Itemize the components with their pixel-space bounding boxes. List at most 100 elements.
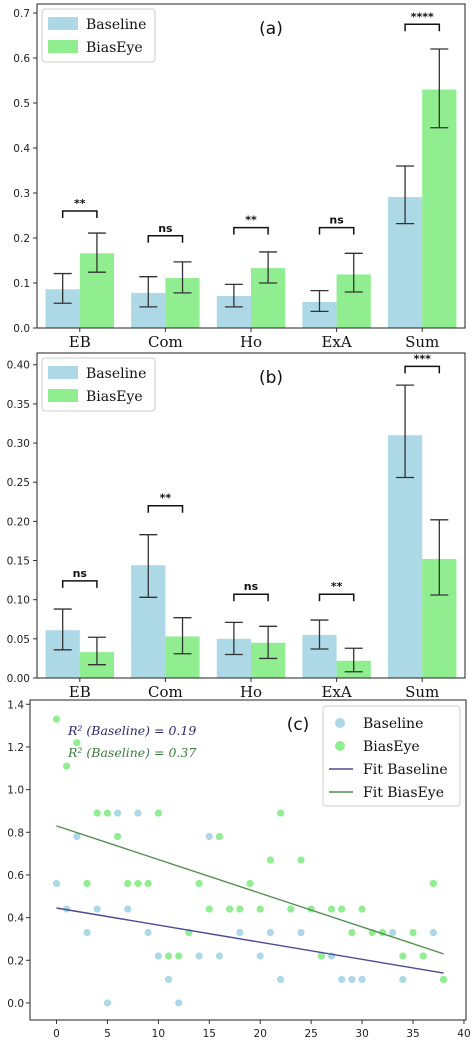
panel-c-xtick-label: 0 <box>53 1028 60 1040</box>
panel-c-point-biaseye <box>215 832 224 841</box>
panel-c-point-biaseye <box>205 905 213 913</box>
panel-c-point-baseline <box>52 879 61 888</box>
panel-c-legend-label: BiasEye <box>363 739 420 755</box>
panel-c-point-baseline <box>134 809 142 817</box>
panel-c-legend-label: Baseline <box>363 716 423 732</box>
panel-b-significance-label: *** <box>414 352 432 365</box>
panel-b-significance-bracket <box>233 593 269 602</box>
panel-c-point-biaseye <box>297 856 305 864</box>
panel-b-legend-swatch <box>48 366 78 379</box>
panel-c-point-biaseye <box>287 905 295 913</box>
panel-b-legend-swatch <box>48 389 78 402</box>
panel-c-xtick-label: 10 <box>152 1028 165 1040</box>
panel-c-point-baseline <box>83 928 91 937</box>
panel-c-point-baseline <box>338 975 346 984</box>
panel-a-xtick-label-eb: EB <box>69 333 91 351</box>
panel-b-axes-frame <box>36 352 466 679</box>
panel-c-point-baseline <box>154 952 162 960</box>
panel-b-xtick-label-exa: ExA <box>321 683 351 701</box>
panel-a-xtick-label-com: Com <box>148 333 183 351</box>
panel-b-significance-label: ** <box>331 580 343 593</box>
panel-a-bar-chart: 0.0 0.1 0.2 0.3 0.4 0.5 0.6 0.7 EB Com Ho ExA Sum ** n… <box>13 3 466 351</box>
panel-a-ytick-label: 0.0 <box>13 323 30 335</box>
panel-c-point-biaseye <box>348 928 356 937</box>
panel-a-significance-bracket <box>147 235 184 243</box>
panel-a-xtick-label-sum: Sum <box>405 333 439 351</box>
panel-a-ytick-label: 0.1 <box>13 278 30 290</box>
panel-b-xtick-label-ho: Ho <box>240 683 262 701</box>
panel-c-point-biaseye <box>419 952 427 960</box>
panel-a-significance-label: ns <box>329 214 344 227</box>
panel-a-ytick-label: 0.3 <box>13 188 30 200</box>
panel-c-point-biaseye <box>358 905 366 913</box>
panel-c-point-baseline <box>93 905 101 913</box>
panel-c-point-biaseye <box>256 905 264 913</box>
panel-c-axes-frame <box>29 699 467 1021</box>
panel-a-significance-label: ns <box>158 222 173 235</box>
panel-b-panel-label: (b) <box>259 368 283 388</box>
panel-b-ytick-label: 0.35 <box>7 399 30 411</box>
panel-b-legend-label: BiasEye <box>86 389 143 405</box>
panel-a-ytick-label: 0.7 <box>13 8 30 20</box>
panel-c-ytick-label: 0.0 <box>7 998 24 1010</box>
panel-c-point-biaseye <box>154 809 162 817</box>
panel-c-point-biaseye <box>175 952 183 960</box>
panel-c-xtick-label: 40 <box>457 1028 470 1040</box>
panel-c-point-biaseye <box>195 879 203 888</box>
panel-c-point-biaseye <box>317 952 325 960</box>
panel-c-point-biaseye <box>63 762 71 770</box>
panel-a-significance-bracket <box>404 23 441 32</box>
panel-a-significance-bracket <box>233 226 269 235</box>
panel-c-point-biaseye <box>266 856 275 864</box>
panel-c-point-biaseye <box>327 905 336 913</box>
panel-b-legend-label: Baseline <box>86 366 146 382</box>
panel-c-ytick-label: 1.0 <box>7 785 24 797</box>
panel-c-xtick-label: 20 <box>254 1028 267 1040</box>
panel-c-r2-biaseye-annotation: R² (Baseline) = 0.37 <box>67 745 196 760</box>
panel-c-point-baseline <box>215 952 224 960</box>
panel-a-legend-swatch <box>48 17 78 30</box>
panel-c-point-biaseye <box>134 879 142 888</box>
panel-a-legend-label: Baseline <box>86 17 146 33</box>
panel-b-ytick-label: 0.05 <box>7 634 30 646</box>
panel-c-point-baseline <box>164 975 173 984</box>
panel-c-point-baseline <box>103 999 112 1007</box>
panel-a-ytick-label: 0.6 <box>13 53 30 65</box>
panel-c-legend-label: Fit Baseline <box>363 762 448 778</box>
panel-a-ytick-label: 0.2 <box>13 233 30 245</box>
panel-a-significance-label: ** <box>74 197 86 210</box>
panel-c-point-biaseye <box>338 905 346 913</box>
panel-a-panel-label: (a) <box>259 19 283 39</box>
panel-c-point-baseline <box>256 952 264 960</box>
panel-c-ytick-label: 0.8 <box>7 827 24 839</box>
panel-a-significance-bracket <box>318 226 355 235</box>
panel-c-point-baseline <box>73 832 81 841</box>
panel-b-ytick-label: 0.40 <box>7 360 30 372</box>
panel-c-ytick-label: 0.4 <box>7 913 24 925</box>
panel-b-ytick-label: 0.25 <box>7 477 30 489</box>
panel-b-significance-label: ns <box>73 567 88 580</box>
panel-c-ytick-label: 1.2 <box>7 742 24 754</box>
panel-c-point-biaseye <box>236 905 244 913</box>
panel-b-ytick-label: 0.10 <box>7 595 30 607</box>
panel-c-xtick-label: 25 <box>304 1028 317 1040</box>
panel-c-point-baseline <box>195 952 203 960</box>
panel-a-ytick-label: 0.4 <box>13 143 30 155</box>
panel-b-significance-bracket <box>147 504 184 513</box>
panel-c-point-biaseye <box>144 879 152 888</box>
panel-c-point-baseline <box>205 832 213 841</box>
panel-c-point-biaseye <box>409 928 417 937</box>
panel-b-xtick-label-com: Com <box>148 683 183 701</box>
panel-b-significance-bracket <box>318 593 355 602</box>
panel-c-xtick-label: 35 <box>406 1028 419 1040</box>
panel-c-point-baseline <box>348 975 356 984</box>
panel-c-point-biaseye <box>114 832 122 841</box>
panel-b-ytick-label: 0.20 <box>7 516 30 528</box>
panel-a-legend-swatch <box>48 40 78 53</box>
panel-b-ytick-label: 0.15 <box>7 556 30 568</box>
panel-c-point-biaseye <box>93 809 101 817</box>
panel-c-point-baseline <box>358 975 366 984</box>
panel-b-significance-label: ** <box>160 492 172 505</box>
panel-a-ytick-label: 0.5 <box>13 98 30 110</box>
